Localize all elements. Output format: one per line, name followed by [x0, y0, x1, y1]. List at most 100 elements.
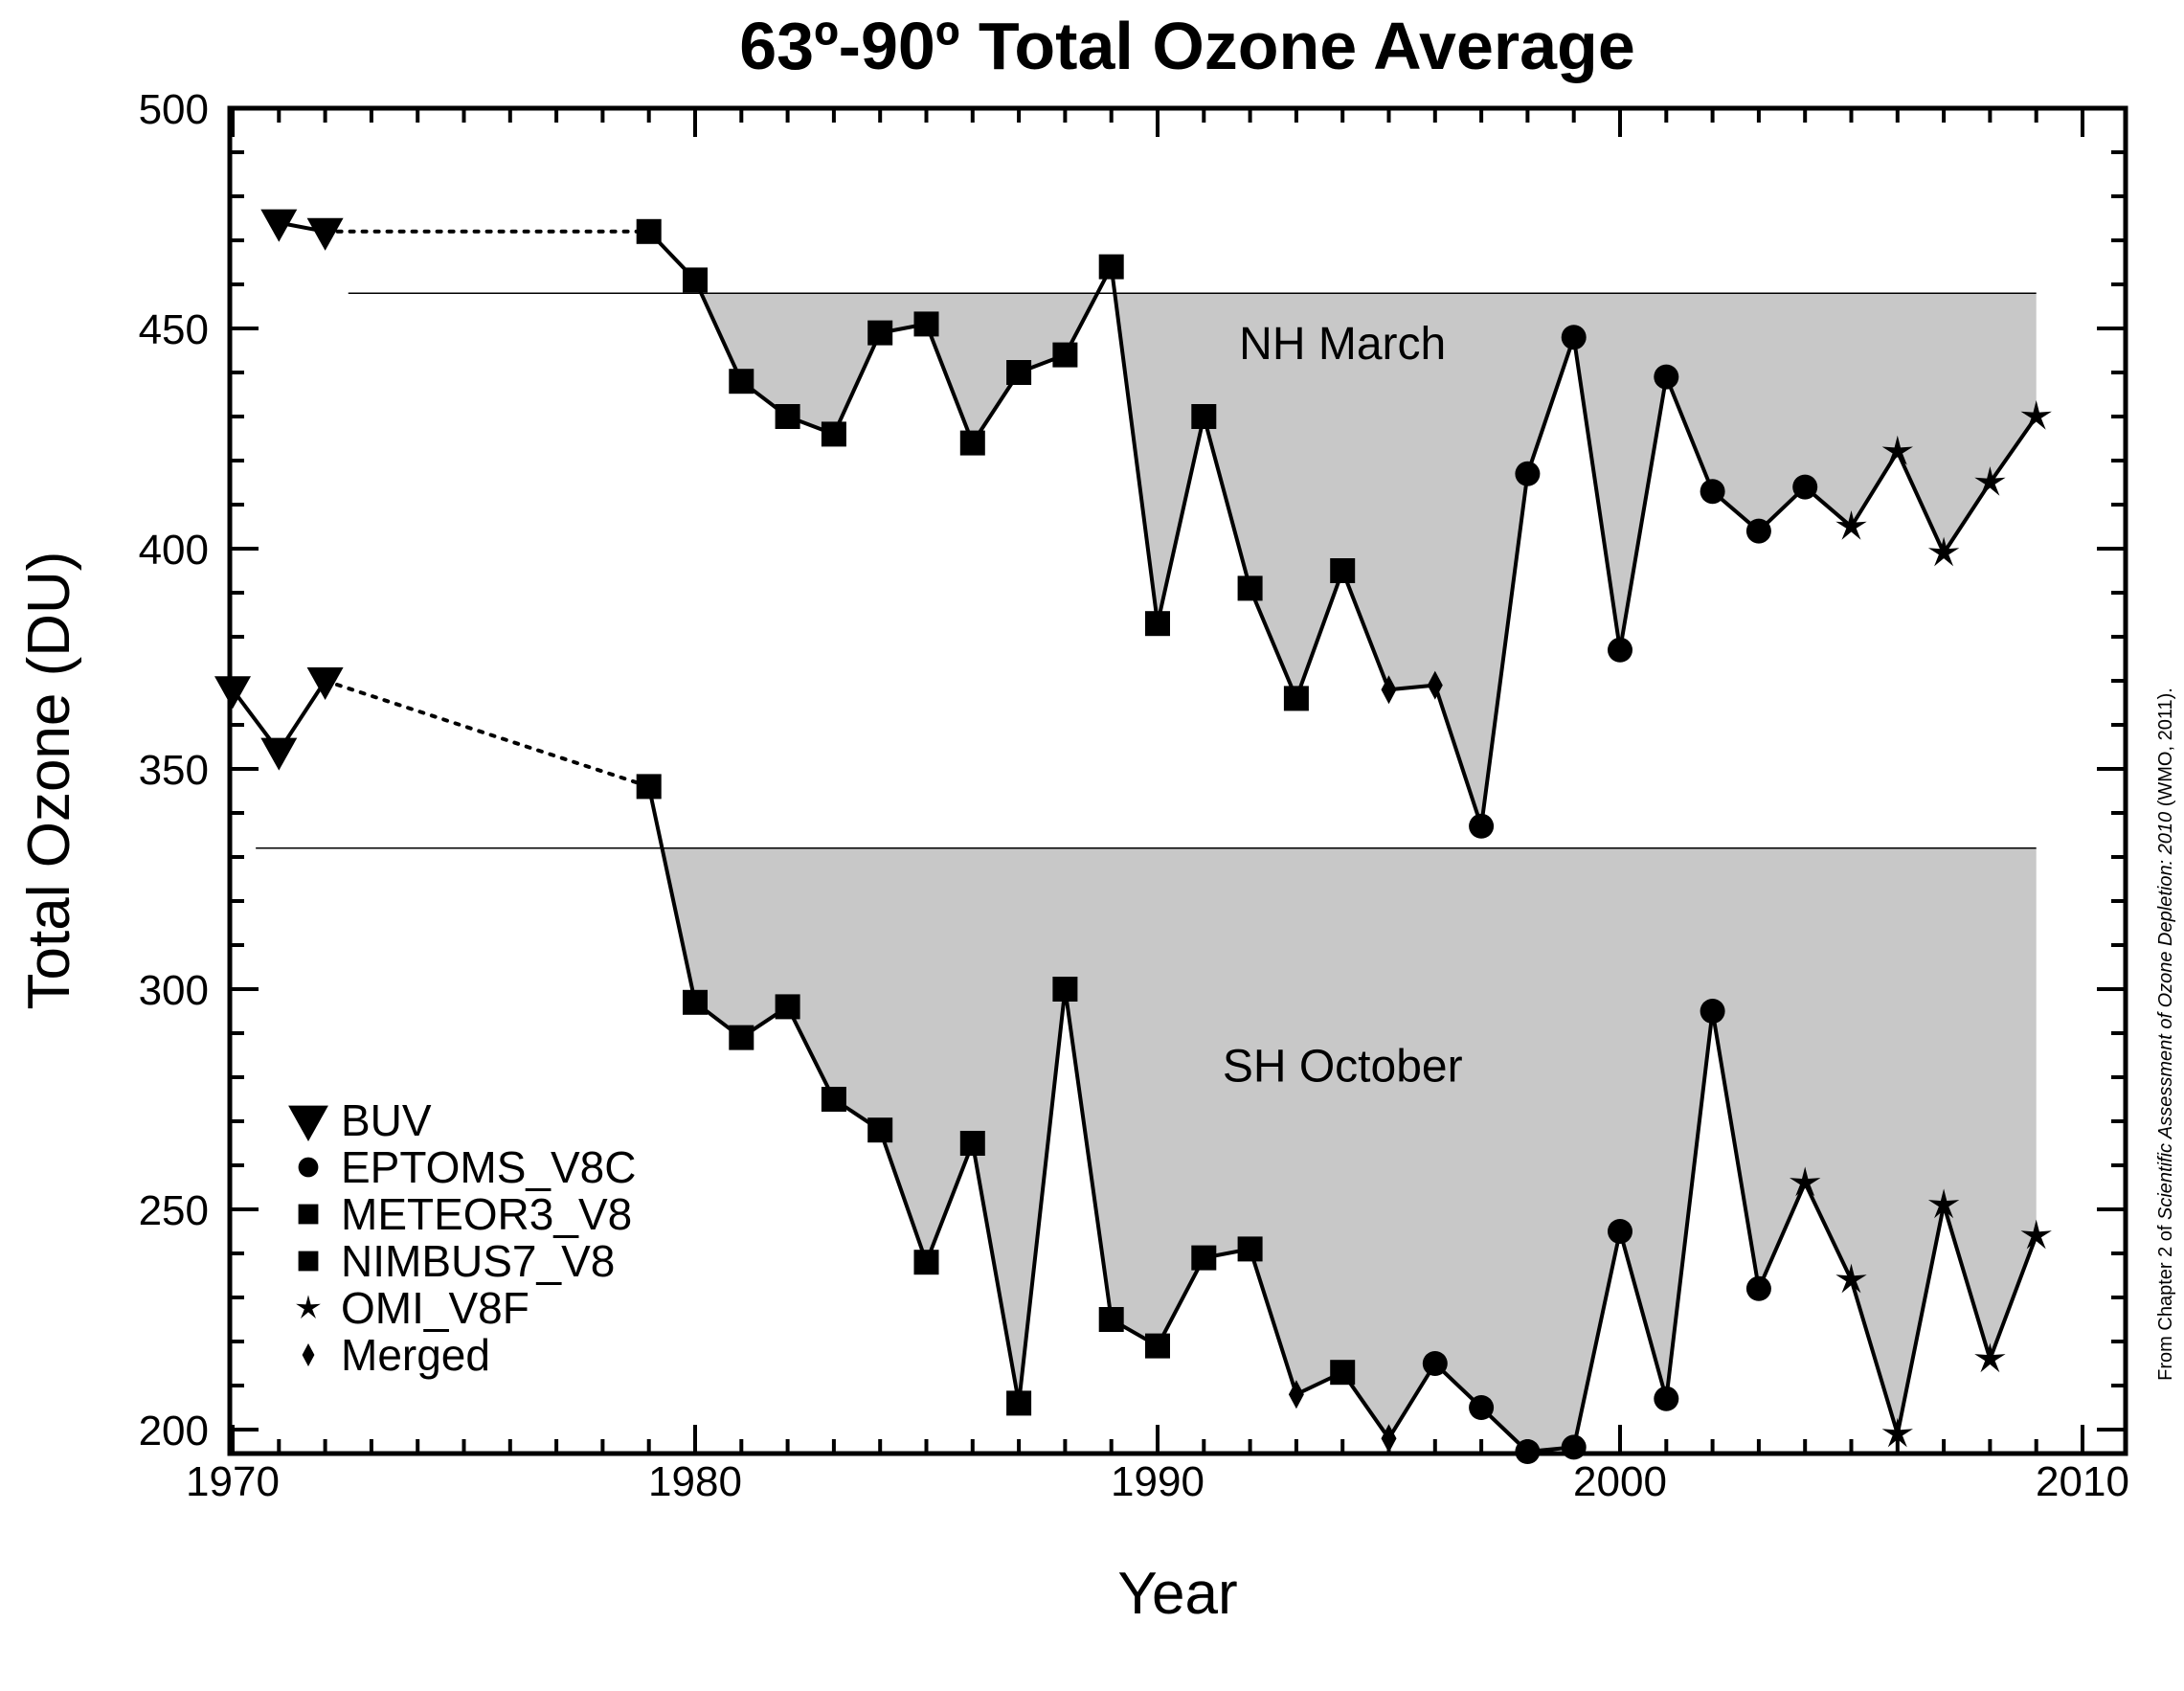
star-marker	[1927, 1188, 1960, 1219]
square-marker	[1006, 1390, 1032, 1416]
star-marker	[1881, 1417, 1913, 1448]
annotation-nh-march: NH March	[1239, 319, 1446, 370]
deficit-fills	[662, 293, 2037, 1452]
legend-label: Merged	[341, 1330, 490, 1380]
square-marker	[1330, 1360, 1356, 1386]
square-marker	[775, 994, 800, 1020]
deficit-area	[701, 293, 2037, 826]
circle-marker	[298, 1157, 319, 1178]
circle-marker	[1561, 1434, 1587, 1460]
square-marker	[1006, 360, 1032, 385]
triangle-down-marker	[260, 737, 298, 771]
circle-marker	[1422, 1351, 1448, 1376]
credit-prefix: From Chapter 2 of	[2155, 1220, 2176, 1381]
square-marker	[636, 218, 662, 244]
square-marker	[821, 1087, 846, 1112]
square-marker	[1052, 977, 1078, 1002]
square-marker	[1330, 558, 1356, 583]
circle-marker	[1561, 325, 1587, 350]
deficit-area	[662, 847, 2037, 1452]
source-credit: From Chapter 2 of Scientific Assessment …	[2155, 688, 2176, 1381]
star-marker	[1790, 1166, 1821, 1197]
circle-marker	[1469, 813, 1495, 839]
diamond-marker	[1381, 1424, 1397, 1454]
square-marker	[1145, 1333, 1170, 1359]
y-tick-label: 450	[139, 306, 209, 353]
x-tick-label: 1970	[186, 1458, 280, 1505]
triangle-down-marker	[306, 217, 344, 251]
legend: BUVEPTOMS_V8CMETEOR3_V8NIMBUS7_V8OMI_V8F…	[288, 1095, 636, 1380]
square-marker	[867, 320, 893, 346]
axis-ticks	[230, 106, 2126, 1454]
annotation-sh-october: SH October	[1223, 1042, 1463, 1093]
square-marker	[913, 1250, 939, 1275]
legend-label: METEOR3_V8	[341, 1189, 632, 1239]
square-marker	[683, 267, 708, 293]
square-marker	[729, 369, 754, 395]
chart-title: 63º-90º Total Ozone Average	[739, 9, 1635, 83]
circle-marker	[1608, 1219, 1632, 1244]
circle-marker	[1608, 637, 1632, 663]
star-marker	[1881, 435, 1913, 465]
gap-dotted-line	[323, 679, 651, 789]
square-marker	[1191, 1245, 1217, 1271]
square-marker	[1052, 342, 1078, 368]
credit-suffix: (WMO, 2011).	[2155, 688, 2176, 806]
circle-marker	[1700, 999, 1725, 1024]
legend-label: OMI_V8F	[341, 1283, 529, 1333]
square-marker	[298, 1204, 319, 1225]
series-markers	[214, 209, 2052, 1464]
square-marker	[959, 1131, 985, 1156]
square-marker	[636, 774, 662, 800]
square-marker	[867, 1117, 893, 1143]
square-marker	[959, 430, 985, 456]
y-tick-label: 200	[139, 1408, 209, 1454]
legend-label: BUV	[341, 1095, 432, 1145]
star-marker	[296, 1295, 321, 1319]
legend-label: EPTOMS_V8C	[341, 1142, 636, 1192]
y-tick-label: 300	[139, 967, 209, 1014]
x-tick-label: 1980	[648, 1458, 742, 1505]
circle-marker	[1745, 1275, 1771, 1301]
circle-marker	[1700, 479, 1725, 505]
circle-marker	[1515, 461, 1541, 486]
diamond-marker	[302, 1343, 315, 1366]
plot-frame	[227, 105, 2128, 1456]
circle-marker	[1515, 1439, 1541, 1464]
star-marker	[1927, 536, 1960, 567]
y-tick-label: 500	[139, 86, 209, 133]
square-marker	[683, 989, 708, 1015]
circle-marker	[1654, 1386, 1679, 1411]
y-tick-label: 250	[139, 1187, 209, 1234]
credit-italic: Scientific Assessment of Ozone Depletion…	[2155, 812, 2176, 1220]
star-marker	[1974, 466, 2006, 496]
reference-lines	[256, 292, 2037, 849]
y-tick-label: 350	[139, 747, 209, 794]
star-marker	[1835, 510, 1867, 540]
circle-marker	[1654, 364, 1679, 390]
square-marker	[1283, 686, 1309, 711]
square-marker	[1237, 575, 1263, 601]
y-axis-label: Total Ozone (DU)	[16, 552, 82, 1010]
triangle-down-marker	[260, 209, 298, 242]
diamond-marker	[1381, 675, 1397, 705]
square-marker	[1237, 1236, 1263, 1262]
star-marker	[1974, 1342, 2006, 1373]
circle-marker	[1792, 474, 1818, 500]
y-tick-label: 400	[139, 527, 209, 574]
star-marker	[2020, 1219, 2052, 1250]
x-axis-label: Year	[1117, 1561, 1237, 1627]
square-marker	[913, 311, 939, 337]
square-marker	[729, 1025, 754, 1050]
square-marker	[775, 404, 800, 429]
square-marker	[1098, 1307, 1124, 1332]
square-marker	[1098, 254, 1124, 280]
tick-labels: 1970 1980 1990 2000 2010 200 250 300 350 400 450 50…	[139, 86, 2129, 1505]
circle-marker	[1469, 1395, 1495, 1420]
x-tick-label: 2010	[2036, 1458, 2129, 1505]
triangle-down-marker	[214, 676, 251, 710]
x-tick-label: 2000	[1573, 1458, 1667, 1505]
triangle-down-marker	[288, 1105, 328, 1141]
star-marker	[1835, 1263, 1867, 1294]
